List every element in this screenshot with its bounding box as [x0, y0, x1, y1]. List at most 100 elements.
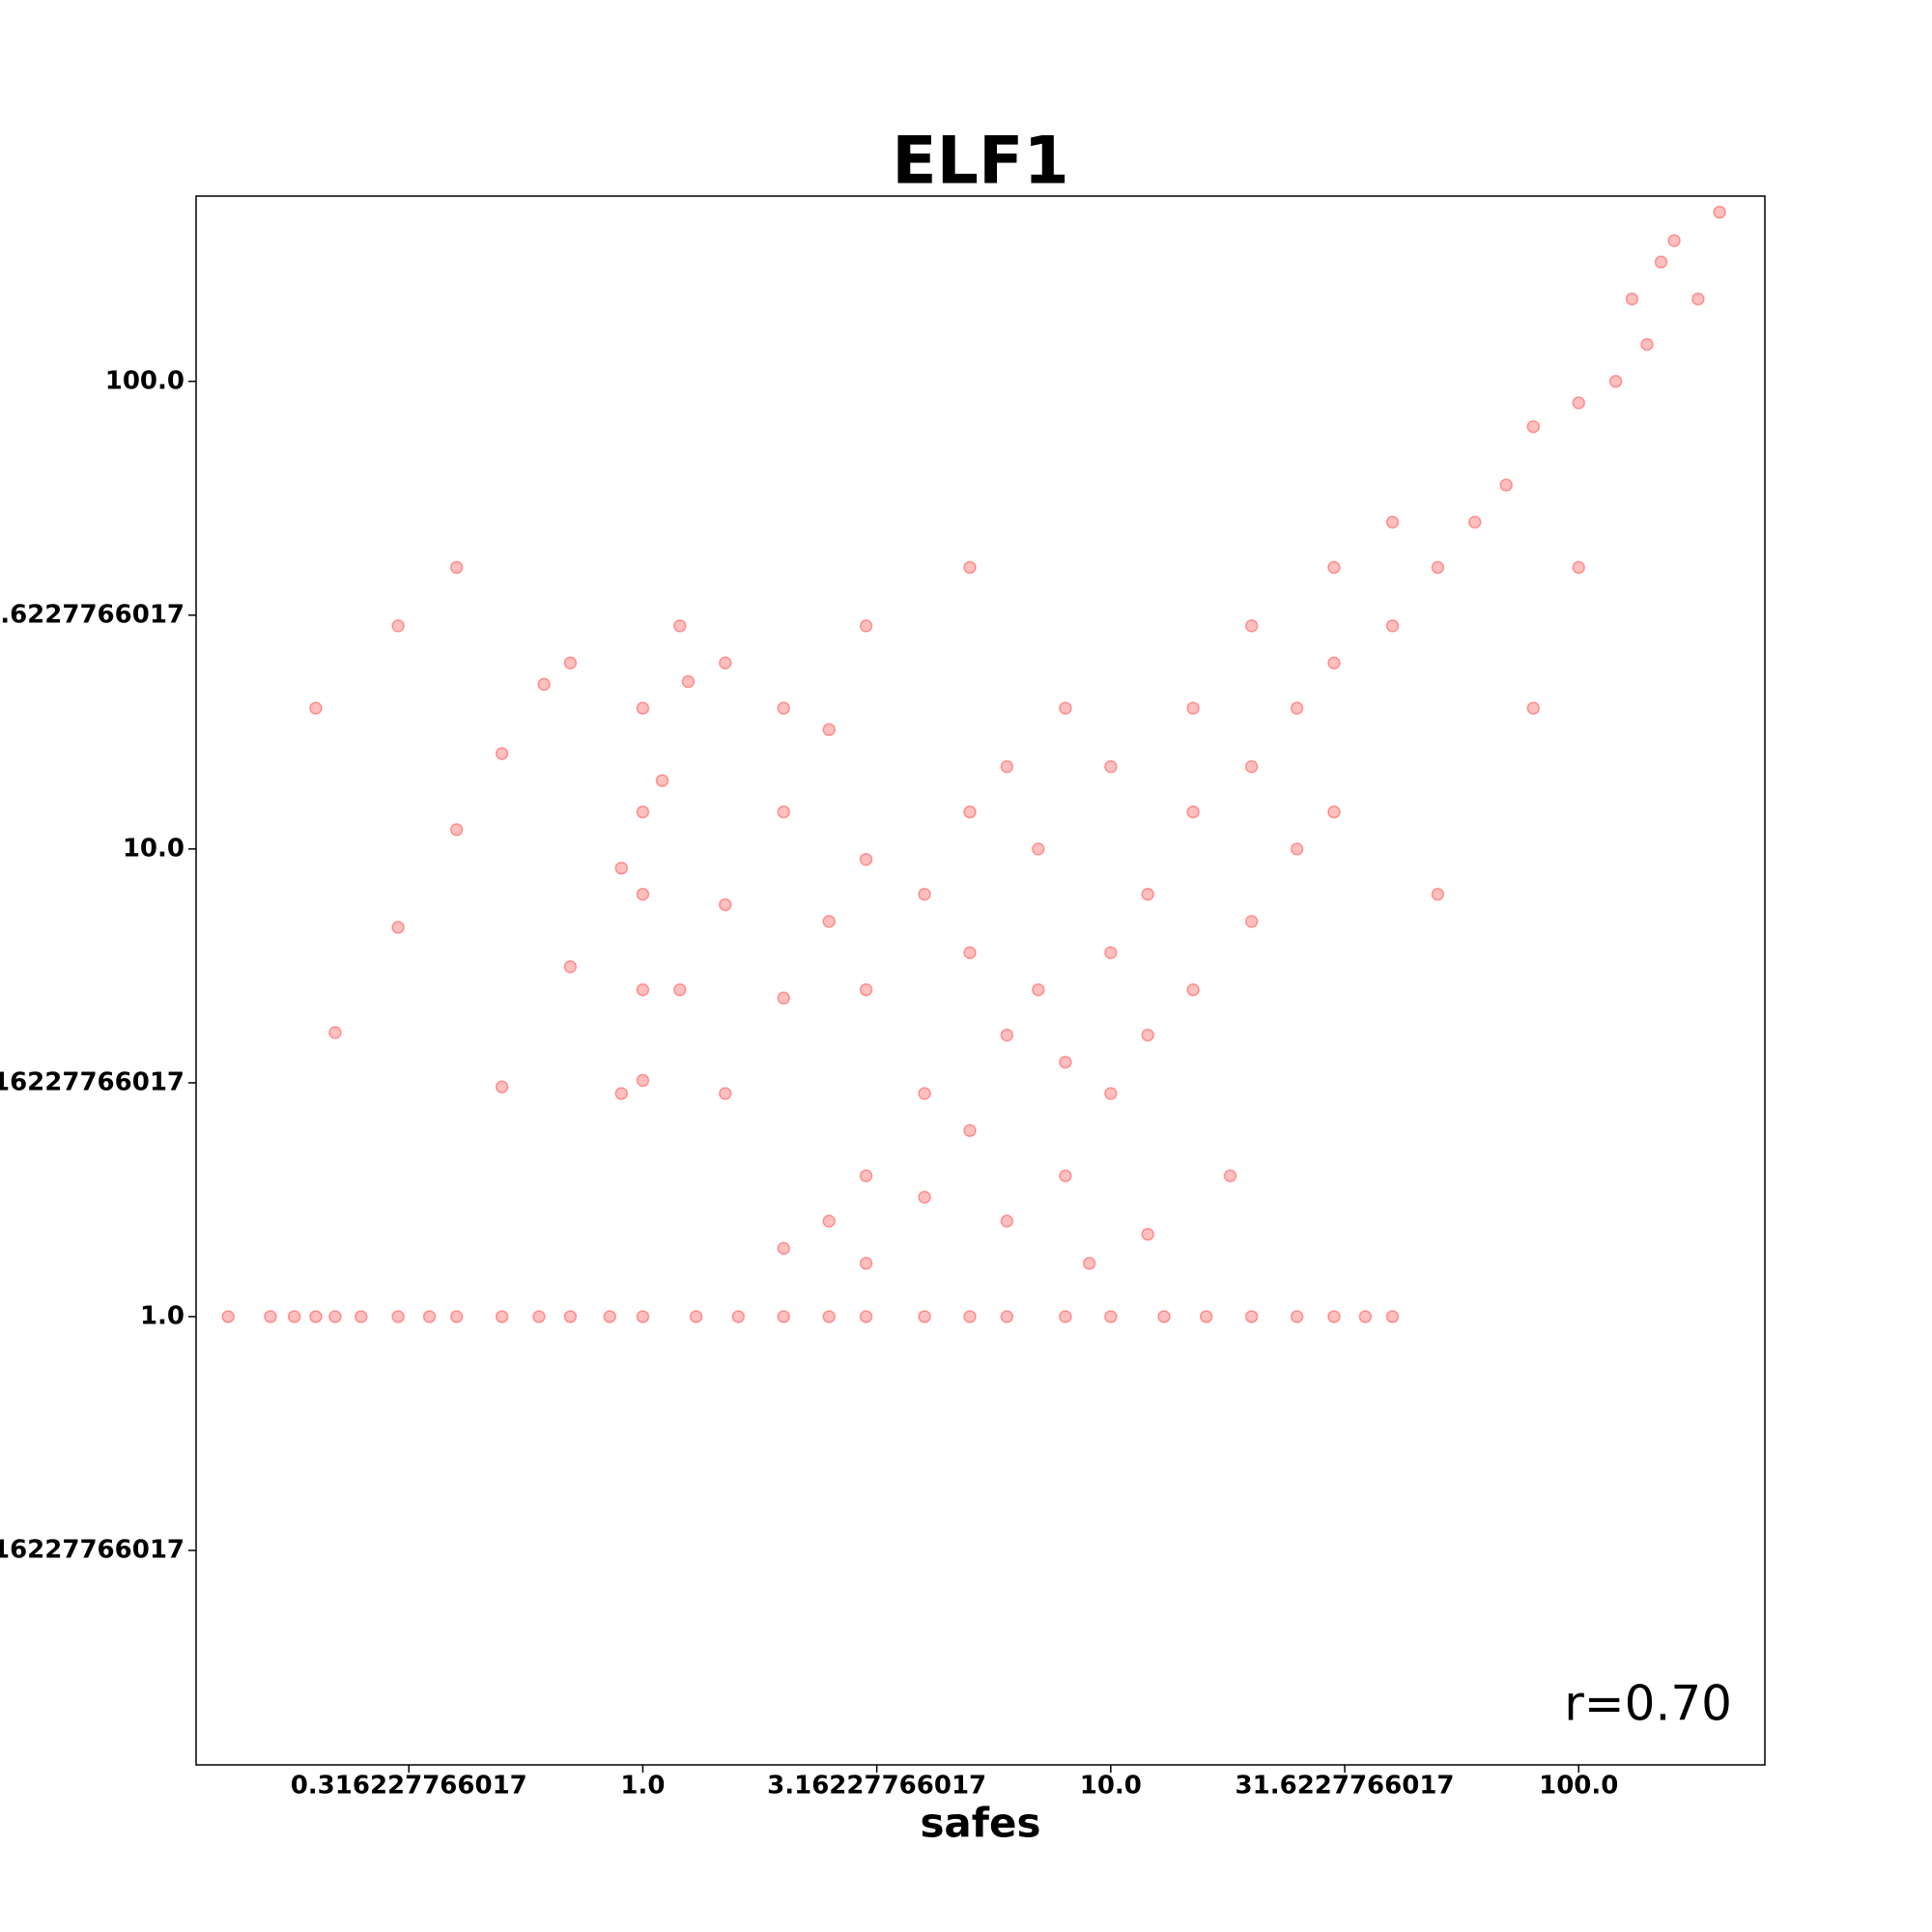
point [603, 1310, 617, 1323]
point [1526, 419, 1541, 434]
point [1223, 1169, 1237, 1182]
x-tick-label: 31.6227766017 [1236, 1772, 1455, 1801]
point [563, 1310, 578, 1323]
x-tick-label: 0.316227766017 [291, 1772, 527, 1801]
point [1199, 1310, 1213, 1323]
point [355, 1310, 368, 1323]
y-tick-label: 1.0 [140, 1301, 185, 1330]
point [718, 1087, 732, 1100]
point [963, 1310, 977, 1323]
point [777, 1241, 791, 1255]
point [636, 1073, 650, 1088]
point [1385, 515, 1400, 529]
point [1572, 560, 1585, 575]
point [391, 921, 405, 934]
point [1082, 1257, 1096, 1270]
point [1032, 842, 1045, 856]
point [1157, 1310, 1171, 1323]
plot-frame [195, 195, 1766, 1766]
x-axis-label: safes [920, 1800, 1040, 1847]
point [1290, 1310, 1304, 1323]
point [1000, 1214, 1014, 1228]
point [537, 677, 551, 692]
point [673, 619, 687, 633]
point [1244, 619, 1259, 633]
annotation: r=0.70 [1564, 1676, 1732, 1732]
point [963, 560, 977, 575]
point [718, 897, 732, 912]
point [859, 1310, 873, 1323]
point [822, 1214, 836, 1228]
point [449, 1310, 464, 1323]
point [918, 1310, 931, 1323]
point [777, 805, 791, 819]
chart-title: ELF1 [892, 124, 1069, 200]
point [449, 560, 464, 575]
point [309, 701, 323, 715]
point [495, 1310, 509, 1323]
point [422, 1310, 437, 1323]
point [859, 619, 873, 633]
point [1141, 1227, 1154, 1241]
point [718, 656, 732, 669]
point [681, 674, 696, 689]
point [391, 1310, 405, 1323]
point [614, 1087, 629, 1100]
y-tick-label: 31.6227766017 [0, 600, 185, 629]
point [1290, 842, 1304, 856]
point [1141, 888, 1154, 901]
point [636, 888, 650, 901]
y-tick-label: 0.316227766017 [0, 1535, 185, 1564]
point [309, 1310, 323, 1323]
point [673, 982, 687, 997]
point [1327, 560, 1341, 575]
point [532, 1310, 546, 1323]
point [1104, 1310, 1118, 1323]
point [918, 1087, 931, 1100]
point [859, 1169, 873, 1182]
point [495, 1080, 509, 1094]
point [636, 701, 650, 715]
point [563, 960, 578, 974]
point [1327, 656, 1341, 669]
point [1244, 1310, 1259, 1323]
point [221, 1310, 235, 1323]
point [287, 1310, 301, 1323]
point [822, 1310, 836, 1323]
point [1059, 1169, 1072, 1182]
point [1713, 205, 1726, 219]
point [822, 723, 836, 737]
point [777, 1310, 791, 1323]
point [689, 1310, 703, 1323]
point [655, 774, 669, 787]
point [1526, 701, 1541, 715]
point [963, 1123, 977, 1138]
point [1431, 888, 1445, 901]
x-tick-label: 1.0 [620, 1772, 665, 1801]
point [1059, 1055, 1072, 1069]
point [636, 982, 650, 997]
point [1431, 560, 1445, 575]
point [1358, 1310, 1373, 1323]
point [1244, 759, 1259, 774]
point [391, 619, 405, 633]
point [1654, 255, 1668, 269]
point [918, 888, 931, 901]
point [1468, 515, 1482, 529]
point [859, 982, 873, 997]
point [1290, 701, 1304, 715]
point [731, 1310, 746, 1323]
y-tick-label: 3.16227766017 [0, 1067, 185, 1096]
point [1186, 701, 1200, 715]
y-tick-label: 10.0 [123, 834, 185, 863]
point [563, 656, 578, 669]
point [636, 1310, 650, 1323]
point [495, 747, 509, 760]
x-tick-label: 10.0 [1080, 1772, 1142, 1801]
point [614, 861, 629, 875]
point [1244, 915, 1259, 928]
point [1327, 805, 1341, 819]
x-tick-label: 100.0 [1539, 1772, 1618, 1801]
